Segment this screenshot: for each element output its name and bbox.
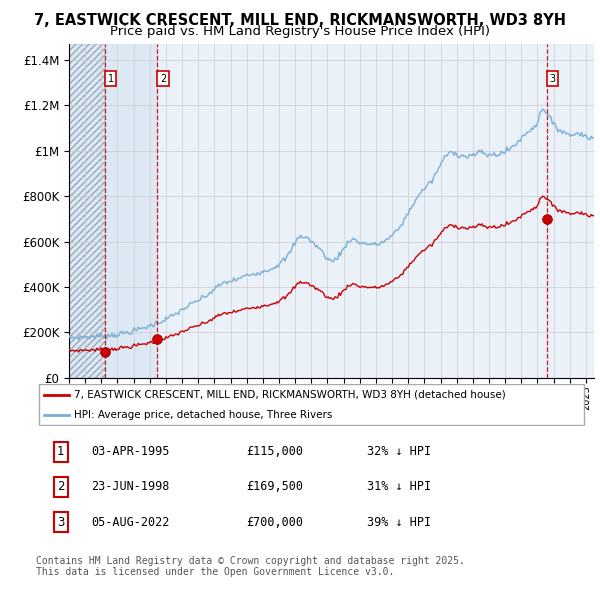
Text: 2: 2 xyxy=(57,480,65,493)
Text: 03-APR-1995: 03-APR-1995 xyxy=(91,445,170,458)
Point xyxy=(101,347,110,356)
Text: Contains HM Land Registry data © Crown copyright and database right 2025.
This d: Contains HM Land Registry data © Crown c… xyxy=(36,556,465,578)
Text: 2: 2 xyxy=(160,74,166,84)
Point xyxy=(152,335,162,344)
Bar xyxy=(69,44,106,378)
Point xyxy=(542,214,552,224)
Text: Price paid vs. HM Land Registry's House Price Index (HPI): Price paid vs. HM Land Registry's House … xyxy=(110,25,490,38)
Text: HPI: Average price, detached house, Three Rivers: HPI: Average price, detached house, Thre… xyxy=(74,409,332,419)
Text: 3: 3 xyxy=(57,516,65,529)
Text: £169,500: £169,500 xyxy=(246,480,303,493)
FancyBboxPatch shape xyxy=(39,384,584,425)
Text: 3: 3 xyxy=(550,74,556,84)
Text: £115,000: £115,000 xyxy=(246,445,303,458)
Text: 1: 1 xyxy=(108,74,114,84)
Text: 7, EASTWICK CRESCENT, MILL END, RICKMANSWORTH, WD3 8YH (detached house): 7, EASTWICK CRESCENT, MILL END, RICKMANS… xyxy=(74,390,505,400)
Bar xyxy=(69,44,106,378)
Text: 05-AUG-2022: 05-AUG-2022 xyxy=(91,516,170,529)
Text: £700,000: £700,000 xyxy=(246,516,303,529)
Text: 31% ↓ HPI: 31% ↓ HPI xyxy=(367,480,431,493)
Text: 23-JUN-1998: 23-JUN-1998 xyxy=(91,480,170,493)
Text: 1: 1 xyxy=(57,445,65,458)
Bar xyxy=(157,44,594,378)
Bar xyxy=(106,44,157,378)
Text: 32% ↓ HPI: 32% ↓ HPI xyxy=(367,445,431,458)
Text: 7, EASTWICK CRESCENT, MILL END, RICKMANSWORTH, WD3 8YH: 7, EASTWICK CRESCENT, MILL END, RICKMANS… xyxy=(34,13,566,28)
Text: 39% ↓ HPI: 39% ↓ HPI xyxy=(367,516,431,529)
